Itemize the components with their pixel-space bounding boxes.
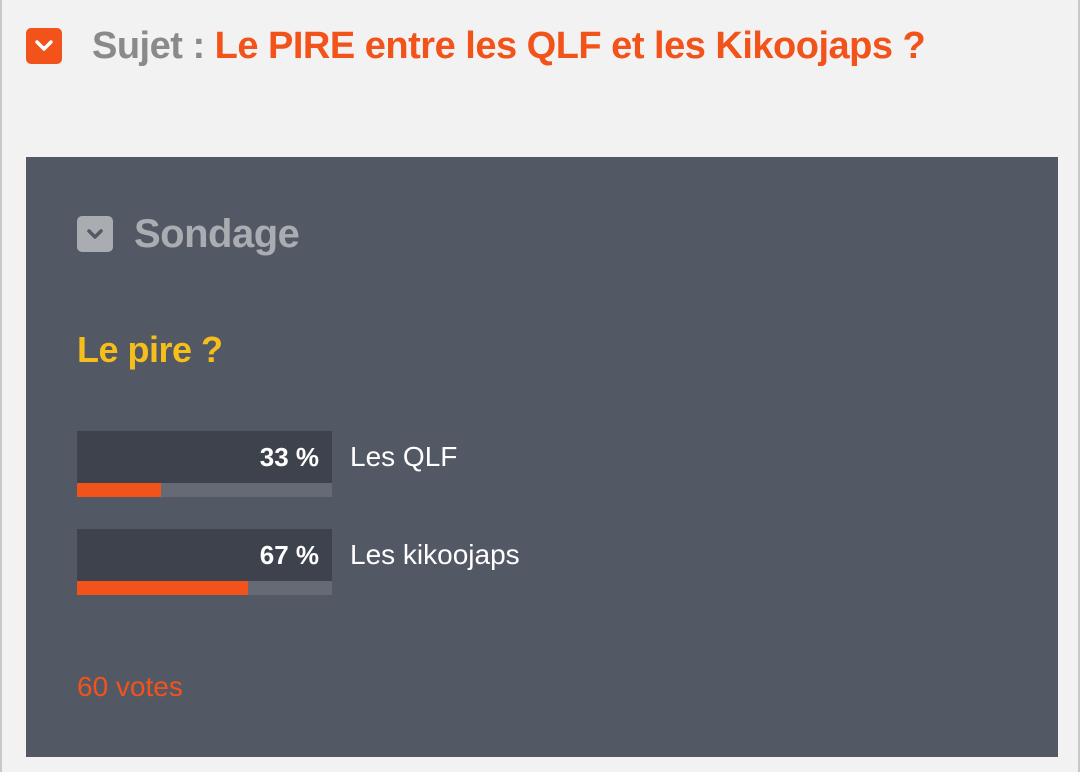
option-bar: 33 % xyxy=(77,431,332,483)
option-percent: 67 % xyxy=(259,540,319,570)
poll-vote-count: 60 votes xyxy=(77,671,183,702)
option-progress-fill xyxy=(77,581,248,595)
option-progress-fill xyxy=(77,483,162,497)
topic-collapse-button[interactable] xyxy=(26,28,62,64)
poll-option-qlf[interactable]: 33 % Les QLF xyxy=(77,431,977,497)
chevron-down-icon xyxy=(35,40,53,51)
frame-left-edge xyxy=(0,0,2,772)
poll-option-kikoojaps[interactable]: 67 % Les kikoojaps xyxy=(77,529,977,595)
topic-prefix: Sujet : xyxy=(92,24,205,67)
option-label: Les QLF xyxy=(350,441,458,472)
poll-collapse-button[interactable] xyxy=(77,216,113,252)
poll-question: Le pire ? xyxy=(77,329,223,370)
topic-header: Sujet : Le PIRE entre les QLF et les Kik… xyxy=(26,18,926,74)
option-progress-track xyxy=(77,483,332,497)
option-label: Les kikoojaps xyxy=(350,539,520,570)
chevron-down-icon xyxy=(87,229,103,239)
poll-card: Sondage Le pire ? 33 % Les QLF 67 % Les … xyxy=(26,157,1058,757)
option-bar: 67 % xyxy=(77,529,332,581)
poll-heading: Sondage xyxy=(77,211,300,257)
poll-heading-label: Sondage xyxy=(134,211,300,256)
option-progress-track xyxy=(77,581,332,595)
topic-title: Le PIRE entre les QLF et les Kikoojaps ? xyxy=(214,24,926,67)
option-percent: 33 % xyxy=(259,442,319,472)
frame-right-edge xyxy=(1078,0,1080,772)
